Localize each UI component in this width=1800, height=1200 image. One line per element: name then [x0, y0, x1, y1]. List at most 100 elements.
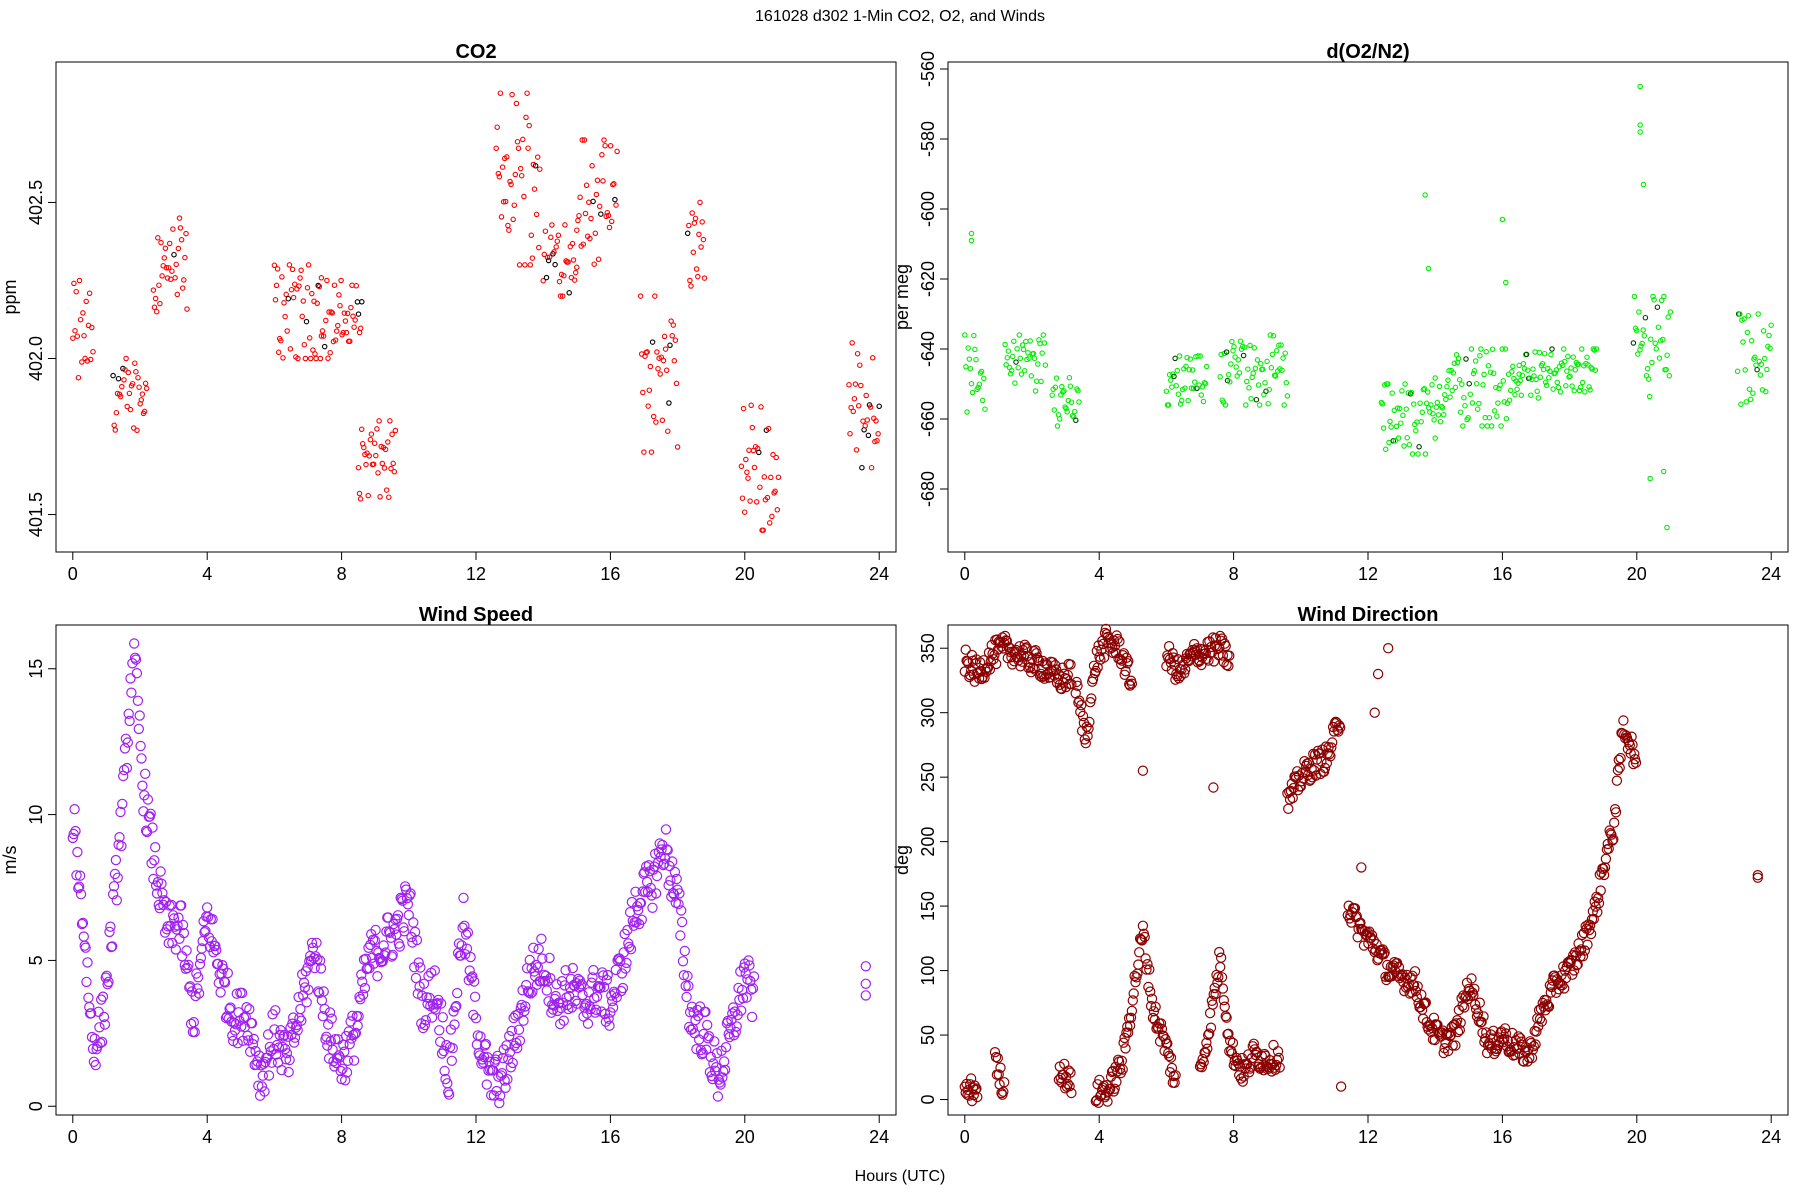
data-point — [1535, 395, 1542, 401]
data-point — [680, 980, 691, 992]
data-point — [94, 1022, 105, 1033]
data-point — [645, 882, 656, 894]
data-point — [79, 359, 85, 365]
data-point — [1272, 373, 1279, 379]
data-point — [747, 983, 759, 994]
data-point — [1123, 656, 1134, 667]
data-point — [1451, 1015, 1463, 1026]
data-point — [1171, 373, 1177, 380]
data-point — [1530, 1039, 1541, 1050]
data-point — [1401, 443, 1407, 449]
data-point — [632, 901, 643, 912]
data-point — [90, 1059, 101, 1071]
data-point — [766, 520, 773, 526]
data-point — [315, 282, 321, 289]
data-point — [1002, 341, 1008, 348]
data-point — [1042, 362, 1049, 368]
data-point — [1017, 355, 1024, 362]
data-point — [1637, 83, 1643, 90]
data-point — [554, 997, 565, 1009]
data-point — [1174, 367, 1181, 374]
data-point — [971, 1083, 982, 1094]
data-point — [624, 941, 635, 953]
data-point — [248, 1033, 259, 1045]
data-point — [666, 400, 672, 406]
data-point — [1500, 378, 1507, 384]
y-axis-label: per meg — [892, 264, 912, 330]
data-point — [1536, 1016, 1548, 1027]
data-point — [1550, 386, 1556, 392]
data-point — [1054, 423, 1061, 429]
data-point — [1416, 989, 1427, 1000]
data-point — [1479, 423, 1485, 429]
data-point — [1203, 363, 1210, 370]
data-point — [1523, 1044, 1534, 1055]
data-point — [1413, 428, 1419, 434]
data-point — [1387, 418, 1393, 425]
data-point — [365, 492, 371, 499]
data-point — [134, 710, 145, 721]
data-point — [1027, 338, 1033, 344]
data-point — [1568, 965, 1580, 976]
data-point — [253, 1080, 264, 1091]
data-point — [1040, 332, 1047, 338]
data-point — [760, 527, 766, 533]
data-point — [314, 955, 326, 966]
data-point — [1035, 361, 1041, 367]
data-point — [769, 513, 775, 520]
data-point — [743, 456, 749, 463]
data-point — [128, 638, 140, 649]
data-point — [306, 335, 313, 341]
data-point — [1496, 385, 1502, 392]
data-point — [744, 469, 750, 476]
data-point — [301, 997, 312, 1008]
data-point — [677, 956, 689, 967]
data-point — [1567, 373, 1573, 379]
data-point — [1183, 363, 1189, 370]
data-point — [1172, 654, 1184, 665]
data-point — [1569, 383, 1575, 389]
data-point — [528, 942, 539, 954]
data-point — [1577, 951, 1589, 962]
data-point — [319, 1003, 330, 1015]
data-point — [533, 211, 540, 218]
data-point — [1237, 338, 1244, 344]
data-point — [83, 992, 94, 1004]
data-point — [1608, 817, 1620, 828]
data-point — [1571, 960, 1583, 971]
data-point — [293, 991, 304, 1003]
data-point — [141, 408, 148, 415]
data-point — [601, 137, 607, 143]
data-point — [455, 950, 466, 961]
data-point — [124, 715, 135, 727]
data-point — [1474, 406, 1481, 412]
data-point — [142, 380, 149, 387]
data-point — [580, 1000, 591, 1011]
data-point — [1540, 366, 1547, 373]
data-point — [126, 687, 137, 698]
data-point — [1403, 406, 1409, 412]
data-point — [1734, 368, 1741, 375]
data-point — [594, 177, 601, 184]
data-point — [709, 1036, 720, 1047]
data-point — [1163, 388, 1170, 394]
x-tick-label: 24 — [1761, 1127, 1781, 1147]
data-point — [1446, 367, 1452, 374]
data-point — [297, 275, 303, 281]
data-point — [1590, 346, 1597, 352]
data-point — [388, 465, 394, 472]
data-point — [566, 1002, 578, 1013]
data-point — [1173, 383, 1179, 389]
data-point — [1758, 361, 1765, 367]
data-point — [1136, 935, 1148, 946]
data-point — [864, 417, 871, 423]
data-point — [326, 1013, 337, 1024]
data-point — [1533, 376, 1539, 383]
x-tick-label: 0 — [960, 564, 970, 584]
data-point — [969, 389, 976, 396]
data-point — [544, 254, 551, 261]
data-point — [975, 384, 981, 391]
data-point — [111, 422, 117, 429]
data-point — [1630, 757, 1642, 768]
data-point — [316, 283, 323, 290]
